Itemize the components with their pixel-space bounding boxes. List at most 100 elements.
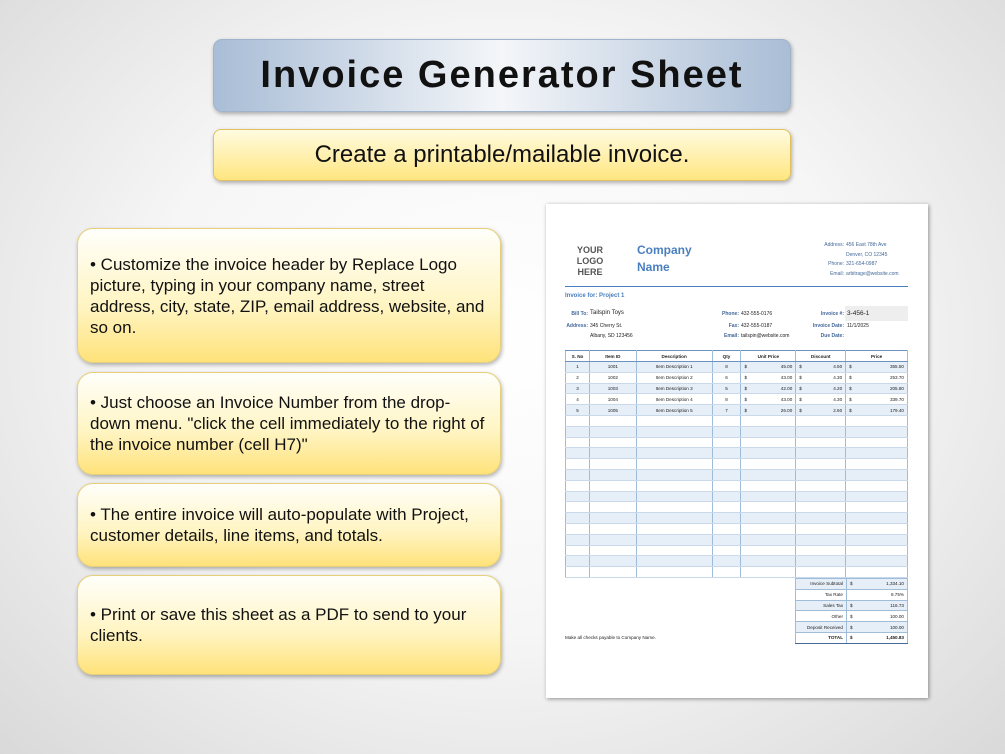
column-header: S. No xyxy=(565,350,590,362)
table-row xyxy=(565,523,908,535)
table-cell: 1001 xyxy=(588,361,637,373)
payable-note: Make all checks payable to Company Name. xyxy=(565,635,656,640)
bill-to-label: Bill To: xyxy=(571,311,588,317)
table-cell: $42.00 xyxy=(740,383,797,395)
table-cell xyxy=(565,523,590,535)
totals-row: Deposit Received $100.00 xyxy=(795,621,908,633)
note-invoice-number: • Just choose an Invoice Number from the… xyxy=(77,372,501,475)
table-cell xyxy=(740,501,797,514)
table-cell xyxy=(845,426,908,438)
table-cell xyxy=(845,588,856,601)
table-cell: $2.60 xyxy=(795,404,847,416)
table-row: 5 1005 Item Description 5 7 $26.00 $2.60 $179.… xyxy=(565,404,908,416)
table-cell xyxy=(711,426,742,438)
table-cell xyxy=(740,534,797,546)
table-cell: $ xyxy=(845,578,856,590)
table-cell xyxy=(845,491,908,503)
table-row xyxy=(565,491,908,503)
table-cell xyxy=(740,555,797,568)
column-header: Discount xyxy=(795,350,847,362)
table-cell xyxy=(565,469,590,481)
currency-symbol: $ xyxy=(799,375,802,381)
table-cell xyxy=(588,437,637,449)
table-cell: $26.00 xyxy=(740,404,797,416)
totals-row: Sales Tax $116.73 xyxy=(795,599,908,612)
cust-fax-label: Fax: xyxy=(728,323,739,329)
table-cell xyxy=(845,480,908,492)
table-cell xyxy=(845,512,908,524)
cust-address-label: Address: xyxy=(566,323,588,329)
currency-symbol: $ xyxy=(799,364,802,370)
table-cell xyxy=(711,415,742,427)
table-cell xyxy=(795,534,847,546)
table-cell xyxy=(711,501,742,514)
table-cell xyxy=(740,491,797,503)
table-cell: Invoice Subtotal xyxy=(795,578,847,590)
table-cell: $43.00 xyxy=(740,372,797,384)
table-cell xyxy=(845,566,908,578)
table-cell: 1 xyxy=(565,361,590,373)
table-cell xyxy=(588,566,637,578)
company-name-line: Name xyxy=(637,260,670,274)
table-cell: 4 xyxy=(565,393,590,406)
table-cell: 100.00 xyxy=(855,610,908,623)
table-cell xyxy=(635,512,713,524)
table-cell: $ xyxy=(845,610,856,623)
email-label: Email: xyxy=(830,271,844,277)
table-row xyxy=(565,426,908,438)
note-auto-populate: • The entire invoice will auto-populate … xyxy=(77,483,501,567)
table-cell xyxy=(845,545,908,557)
amount: 43.00 xyxy=(780,396,793,402)
table-row xyxy=(565,415,908,427)
table-cell xyxy=(795,555,847,568)
table-cell xyxy=(588,501,637,514)
invoice-for: Invoice for: Project 1 xyxy=(565,293,625,299)
table-cell: 100.00 xyxy=(855,621,908,633)
amount: 339.70 xyxy=(889,396,904,402)
table-cell: Other xyxy=(795,610,847,623)
invoice-number-dropdown[interactable]: 3-456-1 xyxy=(845,306,908,321)
table-cell: TOTAL xyxy=(795,631,847,644)
table-row xyxy=(565,501,908,514)
table-cell xyxy=(845,523,908,535)
currency-symbol: $ xyxy=(799,396,802,402)
table-cell xyxy=(845,447,908,460)
company-address1: 456 East 78th Ave xyxy=(846,242,887,248)
cust-phone: 432-555-0176 xyxy=(741,311,773,317)
cust-address2: Albany, SD 123456 xyxy=(590,333,633,339)
amount: 43.00 xyxy=(780,375,793,381)
table-cell xyxy=(565,437,590,449)
table-cell xyxy=(795,491,847,503)
totals-table: Invoice Subtotal $1,334.10 Tax Rate 8.75% Sa… xyxy=(795,578,908,644)
logo-text: HERE xyxy=(577,267,603,277)
amount: 205.80 xyxy=(889,385,904,391)
currency-symbol: $ xyxy=(744,407,748,413)
table-cell xyxy=(795,480,847,492)
cust-fax: 432-555-0187 xyxy=(741,323,773,329)
table-cell xyxy=(588,426,637,438)
table-cell xyxy=(565,534,590,546)
table-cell xyxy=(565,491,590,503)
table-cell xyxy=(635,491,713,503)
table-cell xyxy=(635,501,713,514)
table-cell xyxy=(635,437,713,449)
table-cell xyxy=(635,415,713,427)
table-row xyxy=(565,458,908,470)
table-row: 3 1003 Item Description 3 5 $42.00 $4.20 $205.… xyxy=(565,383,908,395)
amount: 4.50 xyxy=(833,364,843,370)
table-cell: Deposit Received xyxy=(795,621,847,633)
header-divider xyxy=(565,286,908,287)
table-cell xyxy=(795,545,847,557)
totals-row: Other $100.00 xyxy=(795,610,908,623)
amount: 4.30 xyxy=(833,375,843,381)
table-cell xyxy=(795,501,847,514)
table-cell xyxy=(711,437,742,449)
table-cell xyxy=(740,426,797,438)
table-cell xyxy=(635,447,713,460)
invoice-date-label: Invoice Date: xyxy=(812,323,844,329)
currency-symbol: $ xyxy=(799,407,802,413)
amount: 45.00 xyxy=(780,364,793,370)
table-cell xyxy=(845,501,908,514)
table-cell xyxy=(740,480,797,492)
table-cell: Item Description 3 xyxy=(635,383,713,395)
